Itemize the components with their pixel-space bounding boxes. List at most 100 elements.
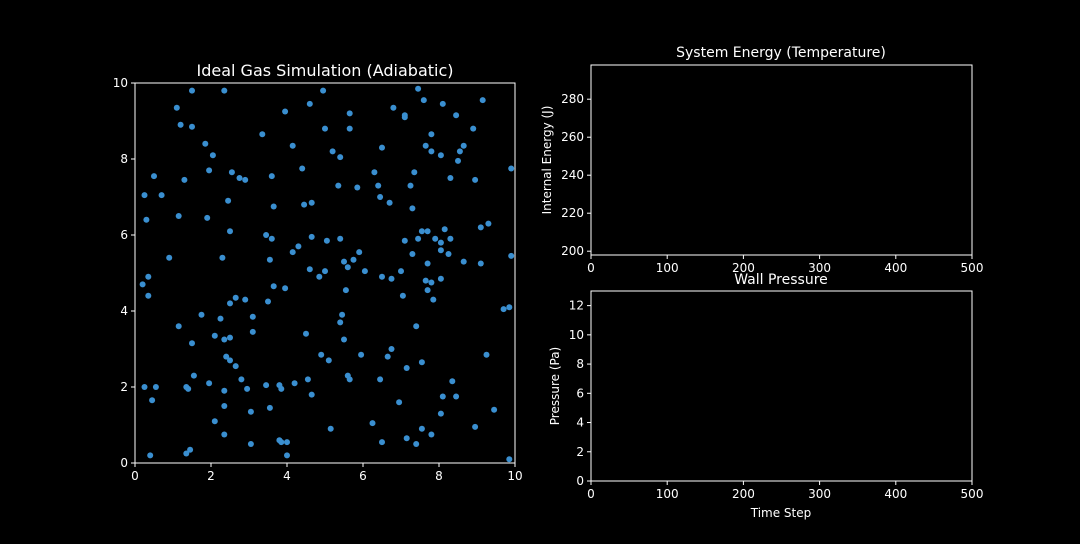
scatter-point — [379, 439, 385, 446]
scatter-point — [453, 393, 460, 400]
scatter-point — [388, 346, 395, 352]
scatter-x-tick-label: 4 — [283, 469, 291, 483]
scatter-point — [508, 252, 515, 259]
scatter-point — [415, 85, 422, 92]
pressure-x-tick-label: 300 — [808, 487, 831, 501]
scatter-point — [350, 256, 357, 263]
scatter-point — [259, 131, 266, 138]
scatter-point — [189, 87, 195, 94]
pressure-y-ticks: 0 2 4 6 8 10 12 — [569, 299, 591, 488]
scatter-point — [479, 97, 486, 104]
scatter-point — [430, 296, 437, 303]
scatter-x-tick-label: 2 — [207, 469, 215, 483]
scatter-point — [379, 273, 385, 280]
scatter-point — [211, 332, 218, 339]
scatter-point — [337, 154, 344, 161]
scatter-point — [221, 387, 228, 394]
scatter-point — [221, 87, 228, 94]
scatter-point — [225, 197, 232, 204]
scatter-point — [411, 169, 418, 176]
scatter-point — [221, 336, 228, 343]
scatter-point — [341, 336, 347, 343]
scatter-point — [278, 439, 285, 446]
scatter-point — [337, 319, 344, 326]
scatter-point — [187, 446, 194, 453]
scatter-point — [206, 167, 213, 174]
pressure-x-axis-label: Time Step — [750, 506, 812, 520]
scatter-point — [424, 260, 431, 267]
pressure-y-tick-label: 6 — [576, 386, 584, 400]
scatter-point — [141, 384, 148, 390]
scatter-point — [183, 450, 190, 457]
scatter-point — [232, 363, 239, 370]
scatter-point — [477, 260, 484, 267]
scatter-point — [485, 220, 492, 227]
scatter-point — [268, 235, 275, 242]
scatter-point — [185, 385, 192, 392]
scatter-point — [424, 228, 431, 235]
scatter-point — [460, 142, 467, 149]
pressure-x-tick-label: 100 — [656, 487, 679, 501]
scatter-point — [217, 315, 224, 322]
scatter-point — [278, 385, 285, 392]
scatter-point — [506, 304, 513, 311]
scatter-point — [175, 323, 182, 330]
scatter-point — [506, 456, 513, 463]
scatter-point — [445, 251, 452, 257]
scatter-point — [265, 298, 271, 305]
scatter-point — [415, 235, 422, 242]
scatter-point — [306, 266, 313, 273]
pressure-y-axis-label: Pressure (Pa) — [548, 347, 562, 425]
scatter-point — [428, 431, 435, 438]
scatter-point — [284, 452, 290, 459]
energy-y-axis-label: Internal Energy (J) — [540, 106, 554, 215]
scatter-point — [441, 226, 448, 233]
scatter-point — [403, 435, 410, 442]
energy-x-ticks: 0 100 200 300 400 500 — [587, 255, 983, 275]
scatter-x-tick-label: 0 — [131, 469, 139, 483]
scatter-point — [460, 258, 467, 265]
pressure-y-tick-label: 10 — [569, 328, 584, 342]
scatter-point — [151, 173, 157, 180]
energy-x-tick-label: 300 — [808, 261, 831, 275]
scatter-point — [377, 194, 384, 200]
scatter-point — [268, 173, 275, 180]
scatter-point — [339, 311, 346, 318]
pressure-x-tick-label: 400 — [884, 487, 907, 501]
scatter-point — [344, 264, 351, 271]
scatter-point — [282, 285, 289, 292]
scatter-point — [308, 199, 315, 206]
scatter-point — [263, 382, 270, 389]
scatter-point — [198, 311, 205, 318]
scatter-point — [500, 306, 507, 313]
scatter-x-tick-label: 8 — [435, 469, 443, 483]
scatter-point — [358, 351, 365, 358]
scatter-point — [284, 439, 290, 446]
energy-y-tick-label: 200 — [561, 244, 584, 258]
energy-title: System Energy (Temperature) — [676, 45, 886, 61]
scatter-point — [209, 152, 216, 159]
energy-x-tick-label: 500 — [961, 261, 984, 275]
scatter-point — [354, 184, 361, 191]
scatter-point — [418, 425, 425, 432]
scatter-y-ticks: 0 2 4 6 8 10 — [113, 76, 135, 470]
scatter-point — [236, 175, 243, 181]
scatter-point — [335, 182, 342, 189]
scatter-point — [428, 131, 435, 138]
scatter-point — [227, 300, 233, 307]
scatter-point — [289, 249, 296, 256]
scatter-point — [432, 235, 439, 242]
scatter-point — [304, 376, 311, 383]
scatter-point — [361, 268, 368, 275]
scatter-point — [439, 100, 446, 107]
scatter-point — [437, 247, 444, 254]
scatter-point — [204, 214, 211, 221]
scatter-point — [447, 175, 454, 181]
scatter-point — [449, 378, 456, 385]
scatter-point — [375, 182, 382, 189]
scatter-point — [472, 176, 479, 183]
scatter-point — [181, 176, 188, 183]
scatter-point — [206, 380, 213, 387]
